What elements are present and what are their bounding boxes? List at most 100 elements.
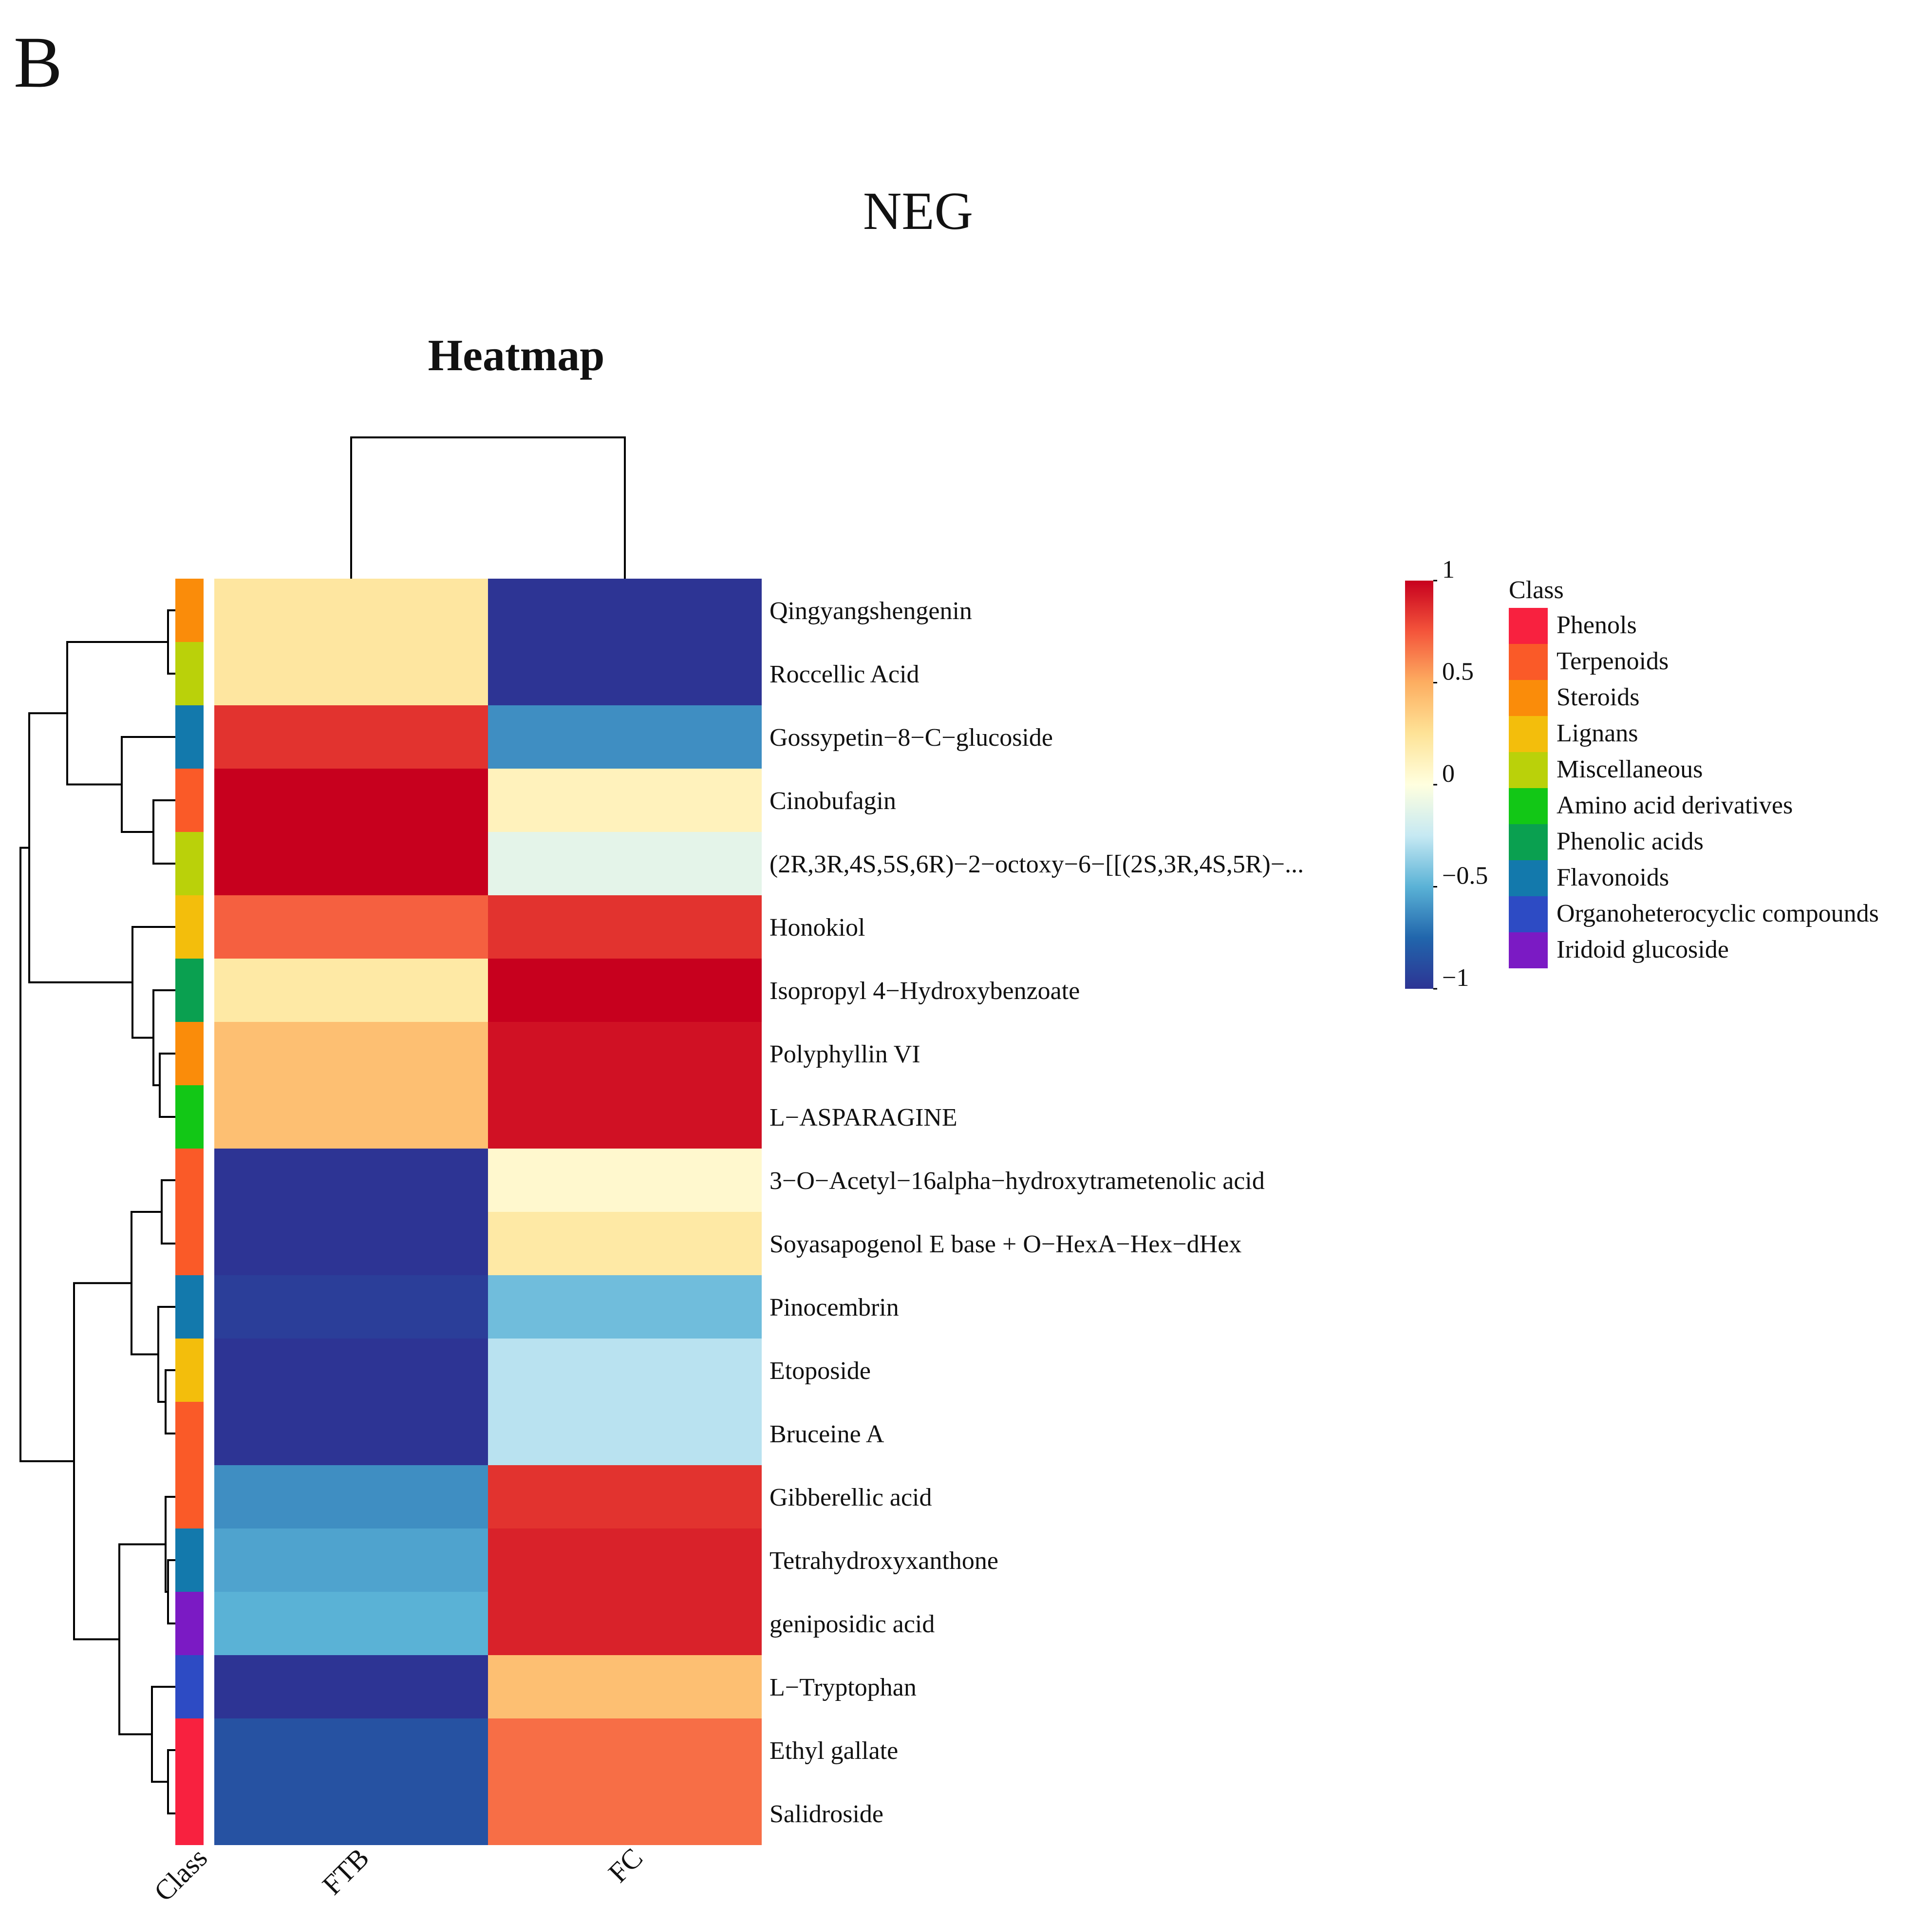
row-label: Cinobufagin	[769, 787, 896, 815]
heatmap-cell	[488, 1212, 762, 1275]
dendrogram-branch	[159, 1053, 175, 1118]
class-cell	[175, 579, 204, 642]
dendrogram-branch	[28, 712, 132, 983]
color-scale-tick-label: −0.5	[1442, 862, 1488, 890]
class-legend-swatch	[1509, 896, 1548, 932]
class-cell	[175, 1149, 204, 1212]
row-label: Gossypetin−8−C−glucoside	[769, 724, 1053, 752]
class-legend-label: Phenols	[1557, 611, 1637, 639]
row-label: Tetrahydroxyxanthone	[769, 1547, 998, 1575]
row-label: L−ASPARAGINE	[769, 1104, 957, 1132]
row-label: Ethyl gallate	[769, 1737, 898, 1765]
row-label: Bruceine A	[769, 1420, 884, 1448]
class-legend-label: Miscellaneous	[1557, 755, 1703, 783]
class-cell	[175, 1528, 204, 1592]
row-label: Honokiol	[769, 914, 865, 942]
heatmap-cell	[214, 895, 488, 959]
class-cell	[175, 642, 204, 705]
class-legend-swatch	[1509, 644, 1548, 680]
dendrogram-branch	[152, 989, 175, 1086]
row-label: (2R,3R,4S,5S,6R)−2−octoxy−6−[[(2S,3R,4S,…	[769, 850, 1304, 878]
dendrogram-branch	[73, 1282, 131, 1641]
class-legend-swatch	[1509, 716, 1548, 752]
panel-label: B	[14, 22, 62, 103]
heatmap-cell	[214, 1275, 488, 1339]
dendrogram-branch	[118, 1543, 166, 1735]
heatmap-cell	[488, 1465, 762, 1528]
heatmap-cells	[214, 579, 762, 1845]
class-legend-label: Steroids	[1557, 683, 1639, 711]
class-cell	[175, 895, 204, 959]
row-label: L−Tryptophan	[769, 1674, 917, 1701]
heatmap-cell	[488, 895, 762, 959]
heatmap-cell	[214, 1528, 488, 1592]
class-legend-label: Phenolic acids	[1557, 828, 1704, 855]
class-cell	[175, 1718, 204, 1782]
row-label: geniposidic acid	[769, 1610, 935, 1638]
class-legend-swatch	[1509, 824, 1548, 860]
heatmap-cell	[214, 1339, 488, 1402]
heatmap-cell	[214, 1402, 488, 1465]
heatmap-cell	[214, 642, 488, 705]
color-scale-tick-label: 1	[1442, 556, 1455, 584]
class-legend-swatch	[1509, 680, 1548, 716]
color-scale-tick-label: −1	[1442, 964, 1469, 992]
row-label: Etoposide	[769, 1357, 871, 1385]
figure-title: NEG	[863, 181, 973, 241]
class-annotation-strip	[175, 579, 204, 1845]
dendrogram-branch	[66, 641, 168, 786]
class-legend-swatch	[1509, 608, 1548, 644]
class-legend-label: Flavonoids	[1557, 864, 1669, 891]
color-scale-bar	[1405, 581, 1433, 989]
row-label: Qingyangshengenin	[769, 597, 972, 625]
column-label: FC	[602, 1842, 649, 1888]
heatmap-cell	[214, 1592, 488, 1655]
class-cell	[175, 1085, 204, 1149]
dendrogram-branch	[19, 847, 74, 1462]
dendrogram-branch	[350, 436, 626, 579]
class-legend-swatch	[1509, 860, 1548, 896]
heatmap-cell	[488, 1022, 762, 1085]
class-legend-label: Amino acid derivatives	[1557, 792, 1793, 819]
heatmap-cell	[214, 1212, 488, 1275]
row-label: Roccellic Acid	[769, 660, 919, 688]
heatmap-cell	[214, 1465, 488, 1528]
row-label: Pinocembrin	[769, 1294, 899, 1321]
heatmap-cell	[488, 769, 762, 832]
heatmap-cell	[488, 1592, 762, 1655]
class-legend: Class Phenols Terpenoids Steroids Lignans Mis…	[1509, 576, 1879, 968]
heatmap-cell	[488, 1528, 762, 1592]
row-label: Polyphyllin VI	[769, 1040, 920, 1068]
class-cell	[175, 705, 204, 769]
dendrogram-branch	[161, 1179, 175, 1245]
dendrogram-branch	[152, 799, 175, 865]
row-dendrogram	[19, 609, 175, 1814]
heatmap-cell	[488, 959, 762, 1022]
row-label: Salidroside	[769, 1800, 883, 1828]
heatmap-cell	[214, 1022, 488, 1085]
column-labels: Class FTB FC	[148, 1842, 649, 1907]
dendrogram-branch	[131, 1211, 162, 1356]
dendrogram-branch	[165, 1369, 175, 1434]
heatmap-title: Heatmap	[428, 330, 605, 380]
row-labels: Qingyangshengenin Roccellic Acid Gossypeti…	[769, 597, 1304, 1828]
class-cell	[175, 1022, 204, 1085]
row-label: Isopropyl 4−Hydroxybenzoate	[769, 977, 1080, 1005]
dendrogram-branch	[167, 609, 175, 675]
dendrogram-branch	[151, 1686, 175, 1783]
heatmap-cell	[488, 579, 762, 642]
class-legend-swatch	[1509, 788, 1548, 824]
class-cell	[175, 1782, 204, 1845]
heatmap-cell	[214, 1149, 488, 1212]
heatmap-cell	[488, 1655, 762, 1718]
heatmap-cell	[488, 705, 762, 769]
class-cell	[175, 959, 204, 1022]
heatmap-cell	[214, 1655, 488, 1718]
heatmap-cell	[214, 1718, 488, 1782]
heatmap-cell	[488, 1085, 762, 1149]
heatmap-cell	[488, 642, 762, 705]
row-label: Gibberellic acid	[769, 1484, 932, 1511]
class-cell	[175, 1465, 204, 1528]
class-legend-label: Iridoid glucoside	[1557, 936, 1729, 963]
class-legend-swatch	[1509, 932, 1548, 968]
